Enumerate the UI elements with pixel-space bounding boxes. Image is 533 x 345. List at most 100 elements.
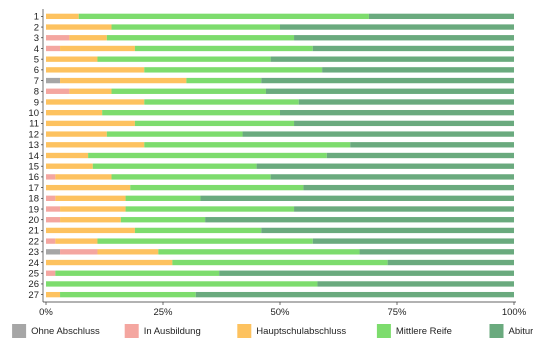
bar-segment-row-8-series-5 bbox=[265, 88, 514, 94]
bar-segment-row-11-series-4 bbox=[134, 120, 295, 127]
y-tick-label: 3 bbox=[34, 33, 39, 44]
bar-segment-row-9-series-4 bbox=[144, 99, 299, 105]
y-tick-label: 1 bbox=[34, 12, 39, 23]
bar-segment-row-19-series-4 bbox=[125, 206, 295, 212]
y-tick-label: 21 bbox=[28, 226, 39, 237]
y-tick-label: 27 bbox=[28, 290, 39, 301]
bar-segment-row-1-series-3 bbox=[46, 13, 79, 20]
bar-segment-row-23-series-3 bbox=[97, 249, 159, 255]
bar-segment-row-27-series-5 bbox=[195, 291, 514, 298]
bar-segment-row-12-series-4 bbox=[106, 131, 243, 137]
bar-segment-row-4-series-4 bbox=[134, 45, 313, 52]
y-tick-label: 10 bbox=[28, 108, 39, 119]
bar-segment-row-22-series-3 bbox=[55, 238, 98, 244]
bar-segment-row-24-series-3 bbox=[46, 259, 173, 266]
y-tick-label: 19 bbox=[28, 204, 39, 215]
x-tick-label: 50% bbox=[270, 307, 290, 318]
bar-segment-row-15-series-4 bbox=[92, 163, 257, 169]
bar-segment-row-3-series-2 bbox=[46, 35, 70, 41]
bar-segment-row-18-series-4 bbox=[125, 195, 201, 201]
bar-segment-row-9-series-5 bbox=[298, 99, 514, 105]
legend-swatch bbox=[124, 324, 139, 338]
bar-segment-row-5-series-5 bbox=[270, 56, 514, 62]
y-tick-label: 25 bbox=[28, 269, 39, 280]
x-tick-label: 75% bbox=[387, 307, 407, 318]
bar-segment-row-15-series-3 bbox=[46, 163, 93, 169]
legend-label: Mittlere Reife bbox=[396, 326, 452, 337]
bar-segment-row-16-series-5 bbox=[270, 174, 514, 180]
legend-label: Ohne Abschluss bbox=[31, 326, 100, 337]
y-tick-label: 15 bbox=[28, 162, 39, 173]
y-tick-label: 11 bbox=[29, 119, 39, 130]
bar-segment-row-19-series-3 bbox=[60, 206, 126, 212]
bar-segment-row-9-series-3 bbox=[46, 99, 145, 105]
bar-segment-row-20-series-2 bbox=[46, 217, 61, 223]
bar-segment-row-13-series-3 bbox=[46, 142, 145, 148]
y-tick-label: 6 bbox=[34, 65, 39, 76]
bar-segment-row-24-series-5 bbox=[387, 259, 514, 266]
bar-segment-row-27-series-3 bbox=[46, 291, 61, 298]
bar-segment-row-22-series-2 bbox=[46, 238, 56, 244]
bar-segment-row-13-series-4 bbox=[144, 142, 351, 148]
bar-segment-row-15-series-5 bbox=[256, 163, 514, 169]
y-tick-label: 16 bbox=[28, 172, 39, 183]
bar-segment-row-12-series-5 bbox=[242, 131, 514, 137]
bar-segment-row-5-series-4 bbox=[97, 56, 271, 62]
bar-segment-row-27-series-4 bbox=[60, 291, 196, 298]
bar-segment-row-6-series-4 bbox=[144, 67, 323, 73]
legend-swatch bbox=[12, 324, 27, 338]
bar-segment-row-25-series-5 bbox=[219, 270, 514, 276]
y-tick-label: 2 bbox=[34, 22, 39, 33]
y-tick-label: 26 bbox=[28, 279, 39, 290]
y-tick-label: 20 bbox=[28, 215, 39, 226]
bar-segment-row-17-series-3 bbox=[46, 184, 131, 191]
bar-segment-row-2-series-5 bbox=[280, 24, 514, 30]
bar-segment-row-14-series-4 bbox=[88, 152, 327, 159]
legend-swatch bbox=[237, 324, 252, 338]
legend-item-3: Hauptschulabschluss bbox=[237, 324, 346, 338]
bar-segment-row-6-series-5 bbox=[322, 67, 514, 73]
bar-segment-row-1-series-4 bbox=[78, 13, 369, 20]
bar-segment-row-18-series-3 bbox=[55, 195, 126, 201]
x-tick-label: 25% bbox=[153, 307, 173, 318]
plot-area bbox=[46, 13, 514, 298]
bar-segment-row-8-series-2 bbox=[46, 88, 70, 94]
bar-segment-row-18-series-2 bbox=[46, 195, 56, 201]
legend-swatch bbox=[376, 324, 391, 338]
y-tick-label: 14 bbox=[28, 151, 39, 162]
bar-segment-row-2-series-4 bbox=[111, 24, 281, 30]
bar-segment-row-5-series-3 bbox=[46, 56, 98, 62]
bar-segment-row-16-series-4 bbox=[111, 174, 271, 180]
y-tick-label: 17 bbox=[28, 183, 39, 194]
y-tick-label: 7 bbox=[34, 76, 39, 87]
bar-segment-row-7-series-5 bbox=[261, 77, 514, 84]
y-tick-label: 9 bbox=[34, 97, 39, 108]
legend-item-1: Ohne Abschluss bbox=[12, 324, 100, 338]
bar-segment-row-4-series-3 bbox=[60, 45, 135, 52]
bar-segment-row-25-series-2 bbox=[46, 270, 56, 276]
bar-segment-row-12-series-3 bbox=[46, 131, 107, 137]
x-tick-label: 0% bbox=[39, 307, 53, 318]
bar-segment-row-25-series-4 bbox=[55, 270, 220, 276]
bar-segment-row-14-series-5 bbox=[326, 152, 514, 159]
y-tick-label: 22 bbox=[28, 236, 39, 247]
bar-segment-row-3-series-5 bbox=[294, 35, 514, 41]
bar-segment-row-20-series-4 bbox=[120, 217, 206, 223]
bar-segment-row-8-series-3 bbox=[69, 88, 112, 94]
legend: Ohne Abschluss In Ausbildung Hauptschulabs… bbox=[12, 324, 533, 338]
bar-segment-row-20-series-3 bbox=[60, 217, 121, 223]
bar-segment-row-7-series-4 bbox=[186, 77, 262, 84]
bar-segment-row-21-series-5 bbox=[261, 227, 514, 234]
y-tick-label: 8 bbox=[34, 87, 39, 98]
y-tick-label: 13 bbox=[28, 140, 39, 151]
bar-segment-row-26-series-4 bbox=[46, 281, 318, 287]
bar-segment-row-17-series-4 bbox=[130, 184, 304, 191]
bar-segment-row-11-series-3 bbox=[46, 120, 135, 127]
bar-segment-row-26-series-5 bbox=[317, 281, 514, 287]
bar-segment-row-3-series-4 bbox=[106, 35, 295, 41]
bar-segment-row-20-series-5 bbox=[205, 217, 514, 223]
x-axis: 0% 25% 50% 75% 100% bbox=[39, 301, 527, 318]
y-tick-label: 23 bbox=[28, 247, 39, 258]
bar-segment-row-22-series-5 bbox=[312, 238, 514, 244]
